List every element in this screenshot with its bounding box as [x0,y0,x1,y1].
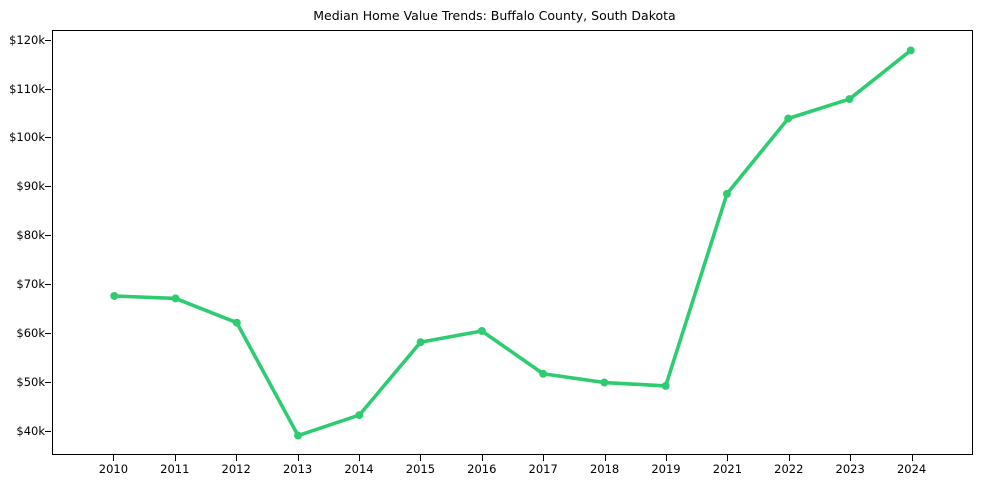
x-axis-label-2017: 2017 [528,462,558,476]
y-axis-label-120k: $120k [9,32,45,47]
data-point-2011 [171,294,180,303]
x-tick-mark [727,455,729,461]
y-tick-mark [45,88,51,90]
y-tick-mark [45,39,51,41]
x-axis-label-2011: 2011 [160,462,190,476]
x-axis-label-2019: 2019 [651,462,681,476]
x-tick-mark [359,455,360,461]
y-tick-mark [45,332,51,334]
data-point-2013 [294,431,303,440]
x-tick-mark [850,455,852,461]
x-axis-label-2015: 2015 [405,462,436,476]
x-tick-mark [236,455,238,461]
x-tick-mark [113,455,115,461]
data-point-2023 [845,95,854,104]
y-axis-label-40k: $40k [16,423,45,438]
data-point-2021 [722,189,731,198]
data-point-2022 [784,114,793,123]
plot-area [52,30,973,455]
chart-title: Median Home Value Trends: Buffalo County… [313,8,676,23]
x-axis-label-2021: 2021 [712,462,743,476]
x-axis-label-2023: 2023 [835,462,865,476]
x-tick-mark [481,455,483,461]
y-axis-label-60k: $60k [16,325,45,340]
x-axis-label-2013: 2013 [282,462,313,476]
data-point-2024 [906,46,915,55]
data-point-2018 [600,378,609,387]
x-tick-mark [788,455,790,461]
y-axis-label-50k: $50k [16,374,45,389]
data-point-2015 [416,338,425,347]
x-tick-mark [604,455,606,461]
x-tick-mark [297,455,299,461]
x-axis-label-2014: 2014 [344,462,374,476]
y-axis-label-80k: $80k [16,228,45,243]
x-tick-mark [174,455,176,461]
data-point-2016 [477,327,486,335]
y-tick-mark [45,381,51,383]
y-axis-label-70k: $70k [16,277,45,292]
y-tick-mark [45,430,51,432]
x-axis-label-2022: 2022 [774,462,804,476]
data-point-2012 [232,318,241,327]
y-tick-mark [45,284,51,286]
y-tick-mark [45,137,51,139]
data-point-2010 [110,292,119,300]
y-axis-label-100k: $100k [9,130,45,145]
x-tick-mark [666,455,667,461]
data-point-markers [110,46,915,440]
y-axis-label-110k: $110k [9,81,45,96]
data-series-line [112,48,913,438]
x-axis-label-2016: 2016 [467,462,497,476]
data-point-2014 [355,411,364,420]
y-axis-label-90k: $90k [16,179,45,194]
y-tick-mark [45,186,51,188]
x-axis-label-2010: 2010 [98,462,129,476]
x-tick-mark [420,455,422,461]
line-chart-svg [110,46,915,440]
x-axis-label-2012: 2012 [221,462,251,476]
x-tick-mark [543,455,545,461]
x-tick-mark [911,455,913,461]
y-tick-mark [45,235,51,237]
x-axis-label-2018: 2018 [589,462,620,476]
x-axis-label-2024: 2024 [896,462,927,476]
data-point-2017 [539,369,548,378]
y-axis-tick-labels: $40k $50k $60k $70k $80k $90k $100k $110k $120k [0,0,45,490]
data-point-2019 [661,381,670,390]
